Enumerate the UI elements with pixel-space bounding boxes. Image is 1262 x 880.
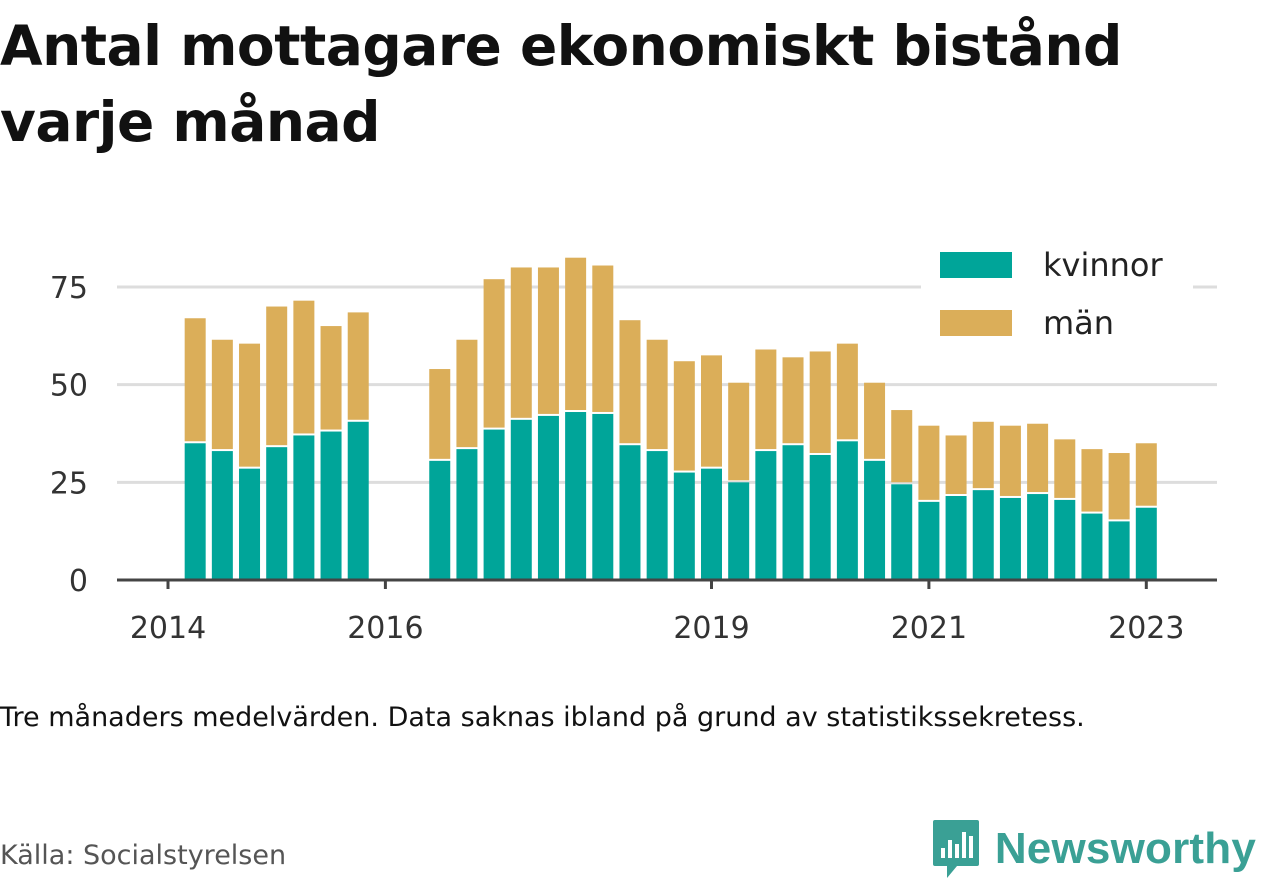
bar-kvinnor	[864, 460, 886, 580]
bar-kvinnor	[619, 445, 641, 580]
bar-kvinnor	[239, 468, 261, 580]
bar-kvinnor	[755, 451, 777, 580]
legend-label-man: män	[1043, 304, 1114, 342]
bar-man	[701, 355, 722, 467]
bar-man	[239, 343, 261, 467]
bar-man	[999, 425, 1021, 496]
bar-kvinnor	[1108, 521, 1130, 580]
bar-man	[918, 425, 940, 500]
stacked-bar-chart: 0 25 50 75 2014 2016 2019 2021 2023 kvinnor män	[49, 246, 1217, 646]
bar-kvinnor	[510, 419, 532, 580]
bar-man	[1081, 449, 1103, 512]
source-credit: Källa: Socialstyrelsen	[0, 840, 287, 871]
bar-kvinnor	[782, 445, 804, 580]
bar-kvinnor	[293, 435, 315, 580]
chart-note: Tre månaders medelvärden. Data saknas ib…	[0, 702, 1085, 733]
bar-man	[1054, 439, 1076, 498]
bar-man	[320, 326, 342, 430]
bar-man	[619, 320, 641, 444]
bar-kvinnor	[701, 468, 722, 580]
bar-man	[266, 306, 288, 446]
bar-man	[891, 410, 913, 483]
bar-kvinnor	[429, 460, 451, 580]
bar-kvinnor	[1135, 507, 1157, 580]
bar-man	[728, 382, 750, 481]
bar-man	[1108, 453, 1130, 520]
bar-man	[347, 312, 369, 420]
bar-kvinnor	[1081, 513, 1103, 580]
bar-kvinnor	[1054, 499, 1076, 580]
bar-man	[1135, 443, 1157, 506]
bar-man	[537, 267, 559, 414]
bar-man	[782, 357, 804, 444]
x-tick-label: 2014	[130, 611, 206, 646]
y-tick-label: 25	[50, 466, 88, 501]
bar-kvinnor	[456, 449, 478, 580]
bar-man	[673, 361, 695, 471]
bar-kvinnor	[891, 484, 913, 580]
bar-man	[184, 318, 206, 442]
bar-man	[510, 267, 532, 418]
legend-swatch-man	[940, 310, 1012, 336]
bar-man	[293, 300, 315, 434]
y-tick-label: 50	[50, 369, 88, 404]
bar-man	[864, 382, 886, 459]
bar-man	[646, 339, 668, 450]
bar-kvinnor	[184, 443, 206, 580]
bar-kvinnor	[592, 413, 614, 580]
bar-kvinnor	[537, 415, 559, 580]
bar-kvinnor	[836, 441, 858, 580]
legend-swatch-kvinnor	[940, 252, 1012, 278]
bar-man	[592, 265, 614, 412]
bar-man	[836, 343, 858, 440]
bar-kvinnor	[999, 497, 1021, 580]
brand-logo: Newsworthy	[931, 818, 1256, 880]
bar-man	[945, 435, 967, 495]
bar-man	[755, 349, 777, 450]
bar-kvinnor	[918, 501, 940, 580]
bar-kvinnor	[347, 421, 369, 580]
bar-kvinnor	[211, 451, 233, 580]
x-tick-label: 2021	[891, 611, 967, 646]
brand-name: Newsworthy	[994, 824, 1256, 873]
bar-kvinnor	[1027, 494, 1049, 580]
bar-kvinnor	[483, 429, 505, 580]
bar-man	[1027, 423, 1049, 493]
bar-kvinnor	[945, 496, 967, 580]
bar-kvinnor	[320, 431, 342, 580]
legend-label-kvinnor: kvinnor	[1043, 246, 1164, 284]
bar-man	[809, 351, 831, 453]
y-tick-label: 75	[50, 271, 88, 306]
bar-kvinnor	[972, 490, 994, 580]
x-tick-label: 2016	[347, 611, 423, 646]
bar-kvinnor	[565, 412, 587, 580]
bar-man	[565, 257, 587, 411]
bar-kvinnor	[266, 447, 288, 580]
y-tick-label: 0	[69, 564, 88, 599]
bar-man	[456, 339, 478, 448]
bar-man	[211, 339, 233, 450]
bar-kvinnor	[646, 451, 668, 580]
bar-man	[429, 369, 451, 459]
x-tick-label: 2023	[1108, 611, 1184, 646]
bar-kvinnor	[673, 472, 695, 580]
chart-title: Antal mottagare ekonomiskt bistånd varje…	[0, 14, 1122, 154]
bar-kvinnor	[728, 482, 750, 580]
bar-man	[483, 279, 505, 428]
newsworthy-logo-icon	[932, 820, 979, 878]
x-tick-label: 2019	[673, 611, 749, 646]
bar-kvinnor	[809, 454, 831, 580]
bar-man	[972, 421, 994, 489]
